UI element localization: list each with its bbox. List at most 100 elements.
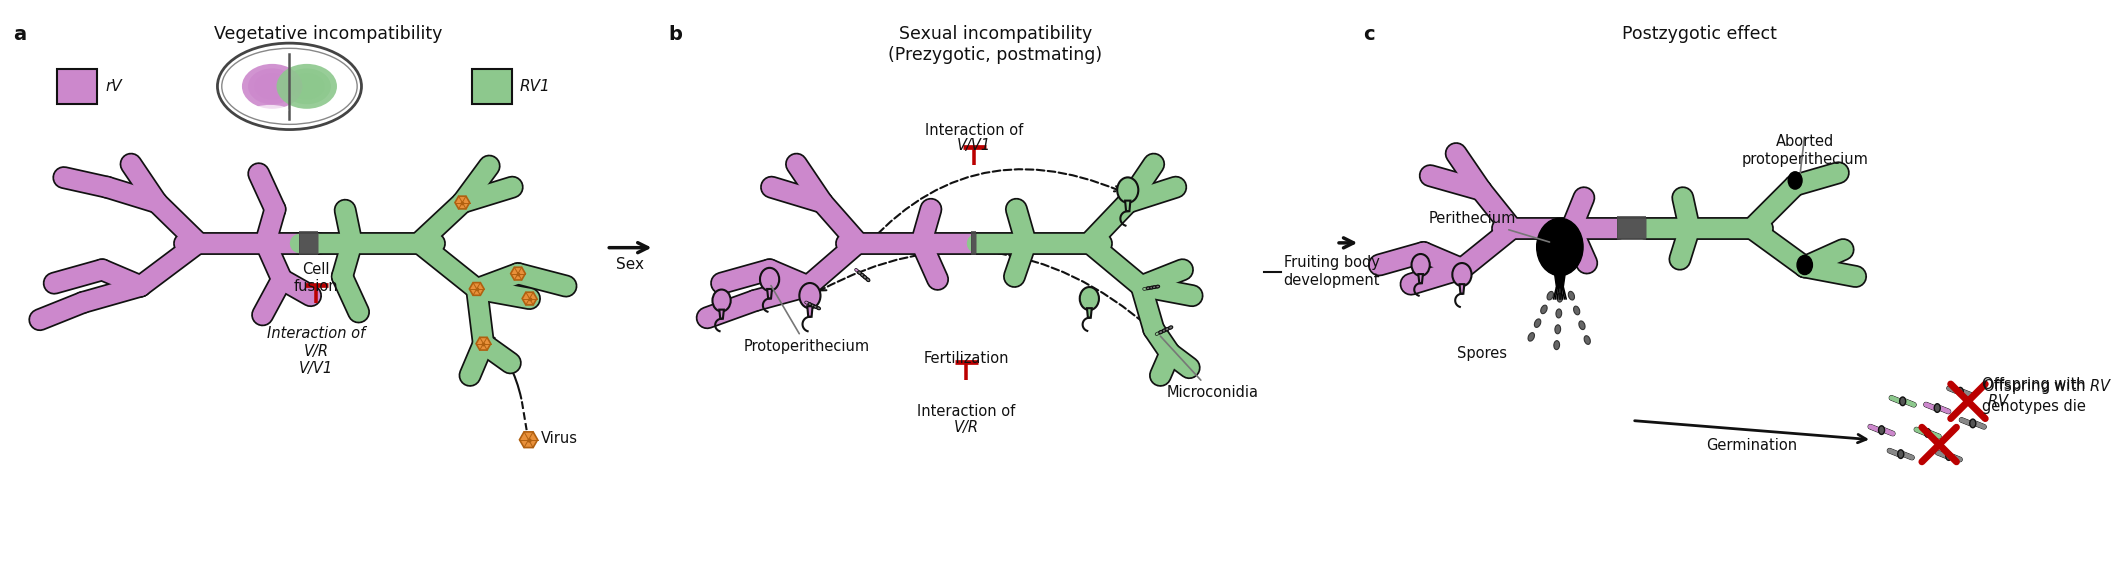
Polygon shape [719,310,723,319]
Ellipse shape [252,105,288,115]
Polygon shape [1459,284,1465,294]
Ellipse shape [1155,285,1160,288]
Text: b: b [668,25,683,44]
Ellipse shape [1537,218,1584,276]
Ellipse shape [1897,450,1904,458]
Text: Fruiting body
development: Fruiting body development [1283,256,1380,288]
Text: Interaction of
V/R
V/V1: Interaction of V/R V/V1 [267,327,365,376]
Ellipse shape [812,304,814,307]
Polygon shape [522,292,536,305]
Ellipse shape [863,275,867,279]
Ellipse shape [1556,293,1562,302]
Ellipse shape [1166,328,1170,331]
Polygon shape [469,283,483,295]
Text: Fertilization: Fertilization [924,351,1009,366]
Ellipse shape [1079,287,1098,310]
Text: Cell
fusion: Cell fusion [295,262,339,294]
Ellipse shape [301,82,314,91]
Ellipse shape [759,268,780,291]
Ellipse shape [1573,306,1579,315]
Ellipse shape [1798,255,1813,275]
Text: Sexual incompatibility
(Prezygotic, postmating): Sexual incompatibility (Prezygotic, post… [888,25,1102,64]
Ellipse shape [808,303,812,306]
Polygon shape [519,432,538,448]
Ellipse shape [1147,287,1149,290]
Ellipse shape [1933,404,1940,412]
Ellipse shape [1541,305,1548,314]
Ellipse shape [1160,331,1164,334]
Polygon shape [1088,308,1092,318]
Text: $RV$: $RV$ [1986,393,2010,408]
Text: Protoperithecium: Protoperithecium [744,286,869,354]
Ellipse shape [288,73,324,100]
Text: Interaction of: Interaction of [918,404,1015,419]
Text: V/V1: V/V1 [956,138,992,153]
Ellipse shape [1554,325,1560,334]
Ellipse shape [1554,340,1560,350]
Text: Spores: Spores [1456,346,1507,361]
Ellipse shape [1149,286,1153,289]
Ellipse shape [261,77,284,96]
Polygon shape [477,338,490,350]
Ellipse shape [254,73,290,100]
Ellipse shape [1117,177,1138,203]
Ellipse shape [1569,291,1575,300]
Ellipse shape [242,64,303,109]
Polygon shape [808,306,812,317]
Polygon shape [511,267,526,280]
Ellipse shape [1535,319,1541,327]
Text: Offspring with $\it{RV}$
genotypes die: Offspring with $\it{RV}$ genotypes die [1982,377,2114,414]
Ellipse shape [1548,291,1554,300]
Ellipse shape [1584,336,1590,344]
Text: Postzygotic effect: Postzygotic effect [1622,25,1777,43]
Ellipse shape [248,69,297,104]
Ellipse shape [282,69,331,104]
Polygon shape [473,69,513,104]
Ellipse shape [814,305,818,308]
Ellipse shape [859,271,861,275]
Ellipse shape [1957,388,1963,396]
Ellipse shape [1556,309,1562,318]
Polygon shape [57,69,98,104]
Ellipse shape [1529,332,1535,341]
Text: RV1: RV1 [519,79,551,94]
Ellipse shape [1452,263,1471,286]
Text: V/R: V/R [954,419,979,434]
Text: Offspring with: Offspring with [1982,377,2090,392]
Ellipse shape [816,307,820,310]
Ellipse shape [1162,329,1166,332]
Polygon shape [1418,274,1423,283]
Ellipse shape [861,274,865,277]
Ellipse shape [276,64,337,109]
Ellipse shape [865,278,869,282]
Ellipse shape [1925,429,1931,437]
Polygon shape [1554,272,1565,288]
Polygon shape [767,289,772,298]
Ellipse shape [712,290,731,312]
Ellipse shape [1153,286,1155,289]
Text: c: c [1363,25,1374,44]
Ellipse shape [295,77,318,96]
Ellipse shape [1878,426,1885,434]
Text: Sex: Sex [617,257,644,272]
Text: Perithecium: Perithecium [1429,211,1550,242]
Ellipse shape [267,82,278,91]
Ellipse shape [1787,172,1802,189]
Polygon shape [1126,200,1130,211]
Text: Aborted
protoperithecium: Aborted protoperithecium [1741,134,1868,167]
Text: Vegetative incompatibility: Vegetative incompatibility [214,25,443,43]
Polygon shape [456,196,471,209]
Text: Interaction of: Interaction of [924,123,1024,138]
Ellipse shape [1969,419,1976,428]
Text: Microconidia: Microconidia [1160,336,1257,400]
Text: Virus: Virus [541,431,579,446]
Text: rV: rV [106,79,121,94]
Ellipse shape [1579,321,1586,329]
Ellipse shape [1412,254,1429,276]
Text: Germination: Germination [1707,438,1798,453]
Text: a: a [13,25,25,44]
Ellipse shape [1900,397,1906,406]
Ellipse shape [799,283,820,308]
Ellipse shape [1168,326,1172,329]
Ellipse shape [1946,452,1953,460]
